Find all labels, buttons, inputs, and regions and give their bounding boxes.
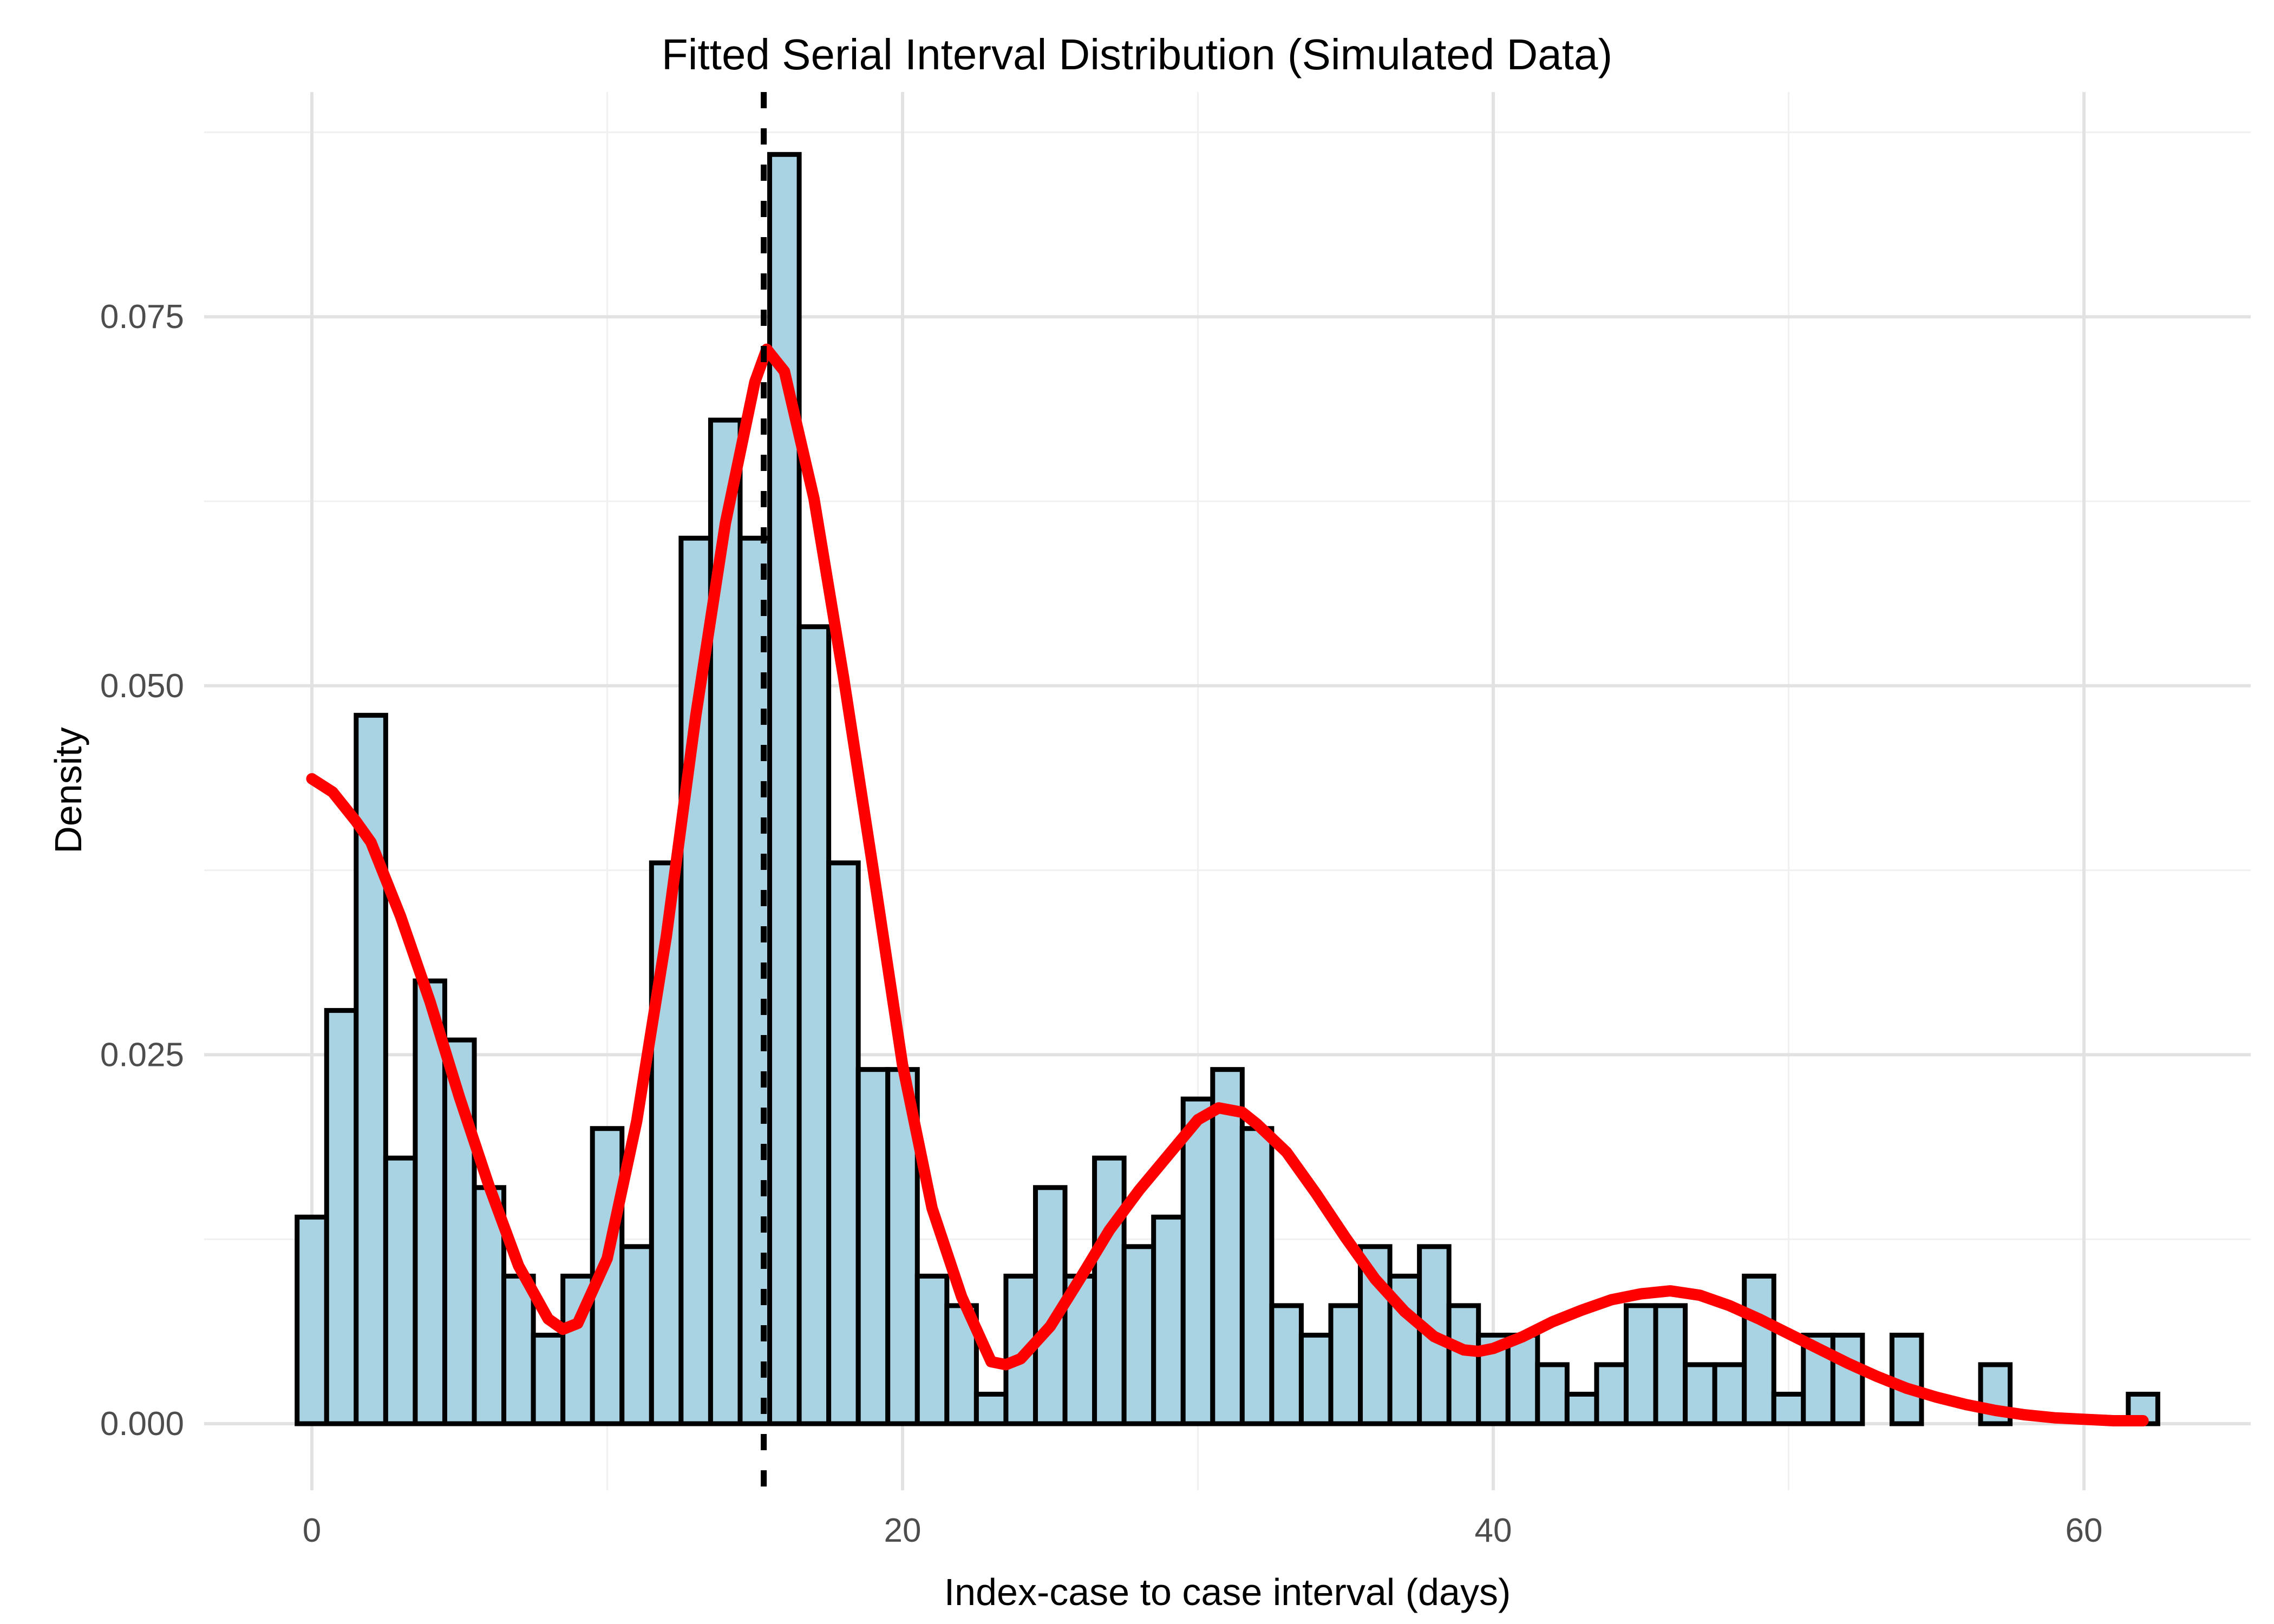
histogram-bar	[796, 624, 832, 1426]
histogram-bar	[383, 1155, 418, 1426]
histogram-bar	[1505, 1332, 1540, 1426]
histogram-bar	[1269, 1303, 1304, 1426]
histogram-bar	[973, 1391, 1009, 1426]
histogram-bar	[1180, 1096, 1216, 1426]
histogram-bar	[1564, 1391, 1599, 1426]
histogram-bar	[295, 1214, 329, 1426]
x-axis-title: Index-case to case interval (days)	[944, 1571, 1511, 1613]
histogram-bar	[767, 152, 802, 1426]
histogram-bar	[1092, 1155, 1127, 1426]
y-tick-labels: 0.000 0.025 0.050 0.075	[100, 298, 184, 1443]
histogram-bar	[826, 860, 861, 1426]
fitted-density-curve	[306, 343, 2149, 1426]
density-curve-path	[306, 343, 2149, 1426]
histogram-bar	[1683, 1362, 1717, 1426]
chart-title: Fitted Serial Interval Distribution (Sim…	[662, 30, 1612, 78]
y-tick-label: 0.000	[100, 1405, 184, 1443]
x-tick-label: 40	[1475, 1512, 1512, 1549]
histogram-bar	[619, 1244, 654, 1426]
histogram-bar	[324, 1008, 359, 1426]
gridlines-minor	[204, 92, 2251, 1490]
histogram-bar	[1830, 1332, 1865, 1426]
histogram-bar	[501, 1273, 536, 1426]
x-tick-label: 20	[884, 1512, 922, 1549]
x-tick-labels: 0 20 40 60	[303, 1512, 2103, 1549]
y-axis-title: Density	[47, 727, 89, 853]
histogram-bar	[1298, 1332, 1334, 1426]
histogram-bar	[1653, 1303, 1688, 1426]
histogram-bar	[1594, 1362, 1629, 1426]
histogram-bar	[531, 1332, 566, 1426]
histogram-bars	[295, 152, 2160, 1426]
histogram-bar	[1210, 1067, 1245, 1426]
histogram-bar	[1623, 1303, 1658, 1426]
histogram-bar	[1151, 1214, 1186, 1426]
histogram-bar	[1446, 1303, 1481, 1426]
histogram-bar	[1712, 1362, 1747, 1426]
histogram-bar	[1328, 1303, 1363, 1426]
histogram-bar	[1535, 1362, 1570, 1426]
y-tick-label: 0.025	[100, 1036, 184, 1073]
histogram-bar	[1742, 1273, 1776, 1426]
histogram-bar	[1121, 1244, 1156, 1426]
histogram-bar	[914, 1273, 950, 1426]
histogram-bar	[1771, 1391, 1806, 1426]
y-tick-label: 0.050	[100, 667, 184, 705]
x-tick-label: 60	[2066, 1512, 2103, 1549]
histogram-bar	[855, 1067, 891, 1426]
x-tick-label: 0	[303, 1512, 321, 1549]
histogram-bar	[708, 417, 743, 1426]
y-tick-label: 0.075	[100, 298, 184, 336]
histogram-bar	[1239, 1126, 1275, 1426]
